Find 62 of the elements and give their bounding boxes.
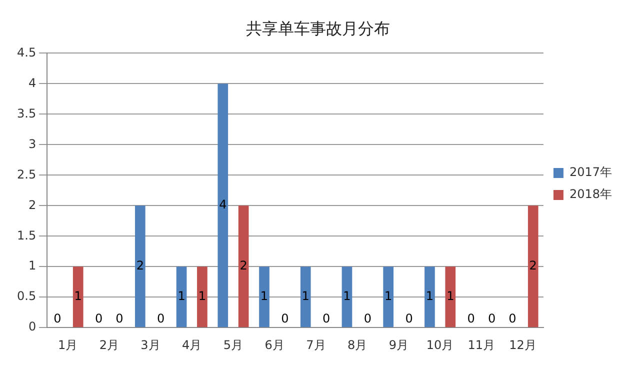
data-label: 1 (426, 288, 434, 303)
data-label: 0 (281, 312, 289, 326)
bar (342, 266, 352, 328)
x-tick-label: 2月 (99, 338, 119, 352)
data-label: 0 (364, 312, 372, 326)
data-label: 0 (94, 312, 103, 326)
legend-label: 2017年 (569, 165, 612, 180)
y-tick-label: 2 (28, 198, 36, 212)
data-label: 1 (446, 288, 454, 303)
bar (197, 266, 208, 328)
x-tick-label: 3月 (140, 338, 160, 352)
data-label: 2 (529, 258, 537, 272)
bar (134, 206, 146, 328)
data-label: 0 (467, 312, 475, 326)
data-label: 1 (198, 288, 206, 303)
data-label: 4 (219, 198, 227, 212)
data-label: 0 (508, 312, 516, 326)
y-tick-label: 3.5 (16, 106, 36, 120)
data-label: 0 (116, 312, 124, 326)
y-tick-label: 4 (28, 76, 36, 90)
bar (238, 206, 249, 328)
data-label: 0 (488, 312, 496, 326)
y-tick-label: 0 (28, 320, 36, 334)
data-label: 1 (260, 288, 268, 303)
data-label: 1 (74, 288, 82, 303)
bar (72, 266, 84, 328)
data-label: 2 (136, 258, 144, 272)
x-tick-label: 6月 (264, 338, 284, 352)
x-tick-label: 4月 (182, 338, 202, 352)
x-tick-label: 7月 (306, 338, 326, 352)
y-tick-label: 1.5 (16, 228, 36, 242)
y-tick-label: 0.5 (16, 289, 36, 304)
x-tick-label: 1月 (58, 338, 78, 352)
data-label: 0 (405, 312, 413, 326)
y-tick-label: 2.5 (16, 167, 36, 182)
data-label: 1 (384, 288, 392, 303)
x-tick-label: 8月 (348, 338, 368, 352)
bar (300, 266, 311, 328)
data-label: 0 (157, 312, 165, 326)
bar (218, 84, 228, 328)
data-label: 1 (302, 288, 310, 303)
bar (445, 266, 456, 328)
data-label: 0 (322, 312, 330, 326)
y-tick-label: 4.5 (16, 45, 36, 60)
bar (383, 266, 394, 328)
x-tick-label: 5月 (223, 338, 244, 352)
bar (176, 266, 187, 328)
legend-label: 2018年 (569, 187, 612, 202)
x-tick-label: 12月 (509, 338, 536, 352)
x-tick-label: 9月 (388, 338, 409, 352)
x-tick-label: 11月 (468, 338, 496, 352)
bar (424, 266, 435, 328)
data-label: 2 (240, 258, 248, 272)
data-label: 0 (54, 312, 62, 326)
bar (528, 206, 538, 328)
chart-title: 共享单车事故月分布 (246, 18, 390, 38)
y-tick-label: 1 (28, 258, 36, 273)
y-tick-label: 3 (28, 136, 36, 151)
x-tick-label: 10月 (426, 338, 454, 352)
data-label: 1 (343, 288, 351, 303)
data-label: 1 (178, 288, 186, 303)
bar (259, 266, 270, 328)
